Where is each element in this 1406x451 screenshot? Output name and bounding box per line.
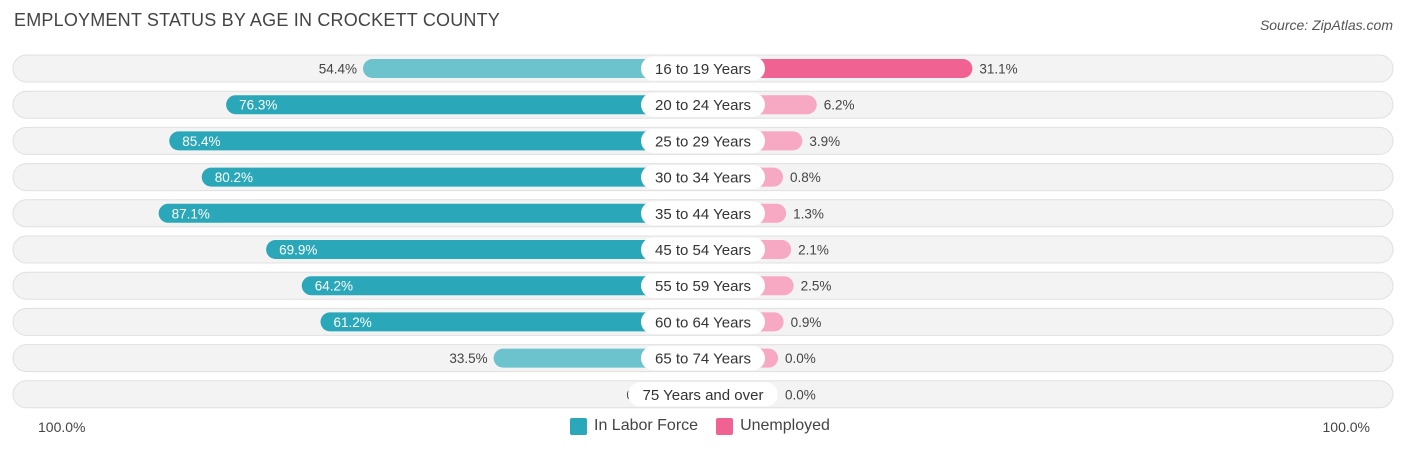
- category-label: 60 to 64 Years: [655, 314, 751, 331]
- category-label: 55 to 59 Years: [655, 278, 751, 295]
- labor-bar: [363, 59, 703, 78]
- category-label: 16 to 19 Years: [655, 61, 751, 78]
- legend-swatch-unemployed: [716, 417, 734, 435]
- labor-bar: [301, 276, 703, 296]
- legend-label-unemployed: Unemployed: [740, 417, 830, 434]
- labor-bar: [169, 131, 703, 151]
- labor-value-label: 33.5%: [449, 351, 487, 366]
- unemployed-value-label: 0.9%: [791, 315, 822, 330]
- category-pill: [641, 346, 765, 371]
- category-pill: [641, 273, 765, 298]
- labor-value-label: 64.2%: [315, 279, 353, 294]
- labor-bar: [226, 95, 703, 115]
- unemployed-value-label: 0.0%: [785, 387, 816, 402]
- labor-value-label: 69.9%: [279, 243, 317, 258]
- category-pill: [641, 237, 765, 262]
- category-label: 75 Years and over: [643, 387, 764, 404]
- category-label: 65 to 74 Years: [655, 351, 751, 368]
- labor-bar: [266, 240, 703, 259]
- unemployed-value-label: 6.2%: [824, 98, 855, 113]
- legend-item-labor: In Labor Force: [570, 417, 698, 435]
- category-pill: [641, 92, 765, 117]
- category-label: 25 to 29 Years: [655, 133, 751, 150]
- unemployed-value-label: 0.0%: [785, 351, 816, 366]
- labor-value-label: 80.2%: [215, 170, 253, 185]
- labor-value-label: 76.3%: [239, 98, 277, 113]
- axis-right-label: 100.0%: [1322, 419, 1370, 435]
- legend: In Labor Force Unemployed: [570, 417, 848, 435]
- unemployed-value-label: 3.9%: [809, 134, 840, 149]
- labor-bar: [158, 203, 703, 223]
- labor-bar: [320, 312, 703, 332]
- unemployed-value-label: 2.5%: [801, 279, 832, 294]
- labor-bar: [201, 167, 703, 187]
- category-pill: [641, 201, 765, 226]
- unemployed-value-label: 31.1%: [979, 62, 1017, 77]
- source-note: Source: ZipAtlas.com: [1259, 17, 1393, 33]
- category-pill: [641, 165, 765, 190]
- legend-item-unemployed: Unemployed: [716, 417, 830, 435]
- chart-title: EMPLOYMENT STATUS BY AGE IN CROCKETT COU…: [14, 10, 501, 30]
- legend-swatch-labor: [570, 417, 587, 435]
- legend-label-labor: In Labor Force: [594, 417, 699, 434]
- unemployed-value-label: 0.8%: [790, 170, 821, 185]
- unemployed-bar: [703, 59, 973, 78]
- category-label: 45 to 54 Years: [655, 242, 751, 259]
- category-label: 35 to 44 Years: [655, 206, 751, 223]
- category-pill: [641, 128, 765, 153]
- axis-left-label: 100.0%: [38, 419, 86, 435]
- labor-value-label: 54.4%: [319, 62, 357, 77]
- category-pill: [641, 56, 765, 81]
- unemployed-value-label: 2.1%: [798, 243, 829, 258]
- category-pill: [628, 382, 778, 407]
- labor-value-label: 87.1%: [172, 206, 210, 221]
- labor-value-label: 85.4%: [182, 134, 220, 149]
- category-label: 30 to 34 Years: [655, 170, 751, 187]
- category-label: 20 to 24 Years: [655, 97, 751, 114]
- category-pill: [641, 309, 765, 334]
- unemployed-value-label: 1.3%: [793, 206, 824, 221]
- labor-value-label: 61.2%: [334, 315, 372, 330]
